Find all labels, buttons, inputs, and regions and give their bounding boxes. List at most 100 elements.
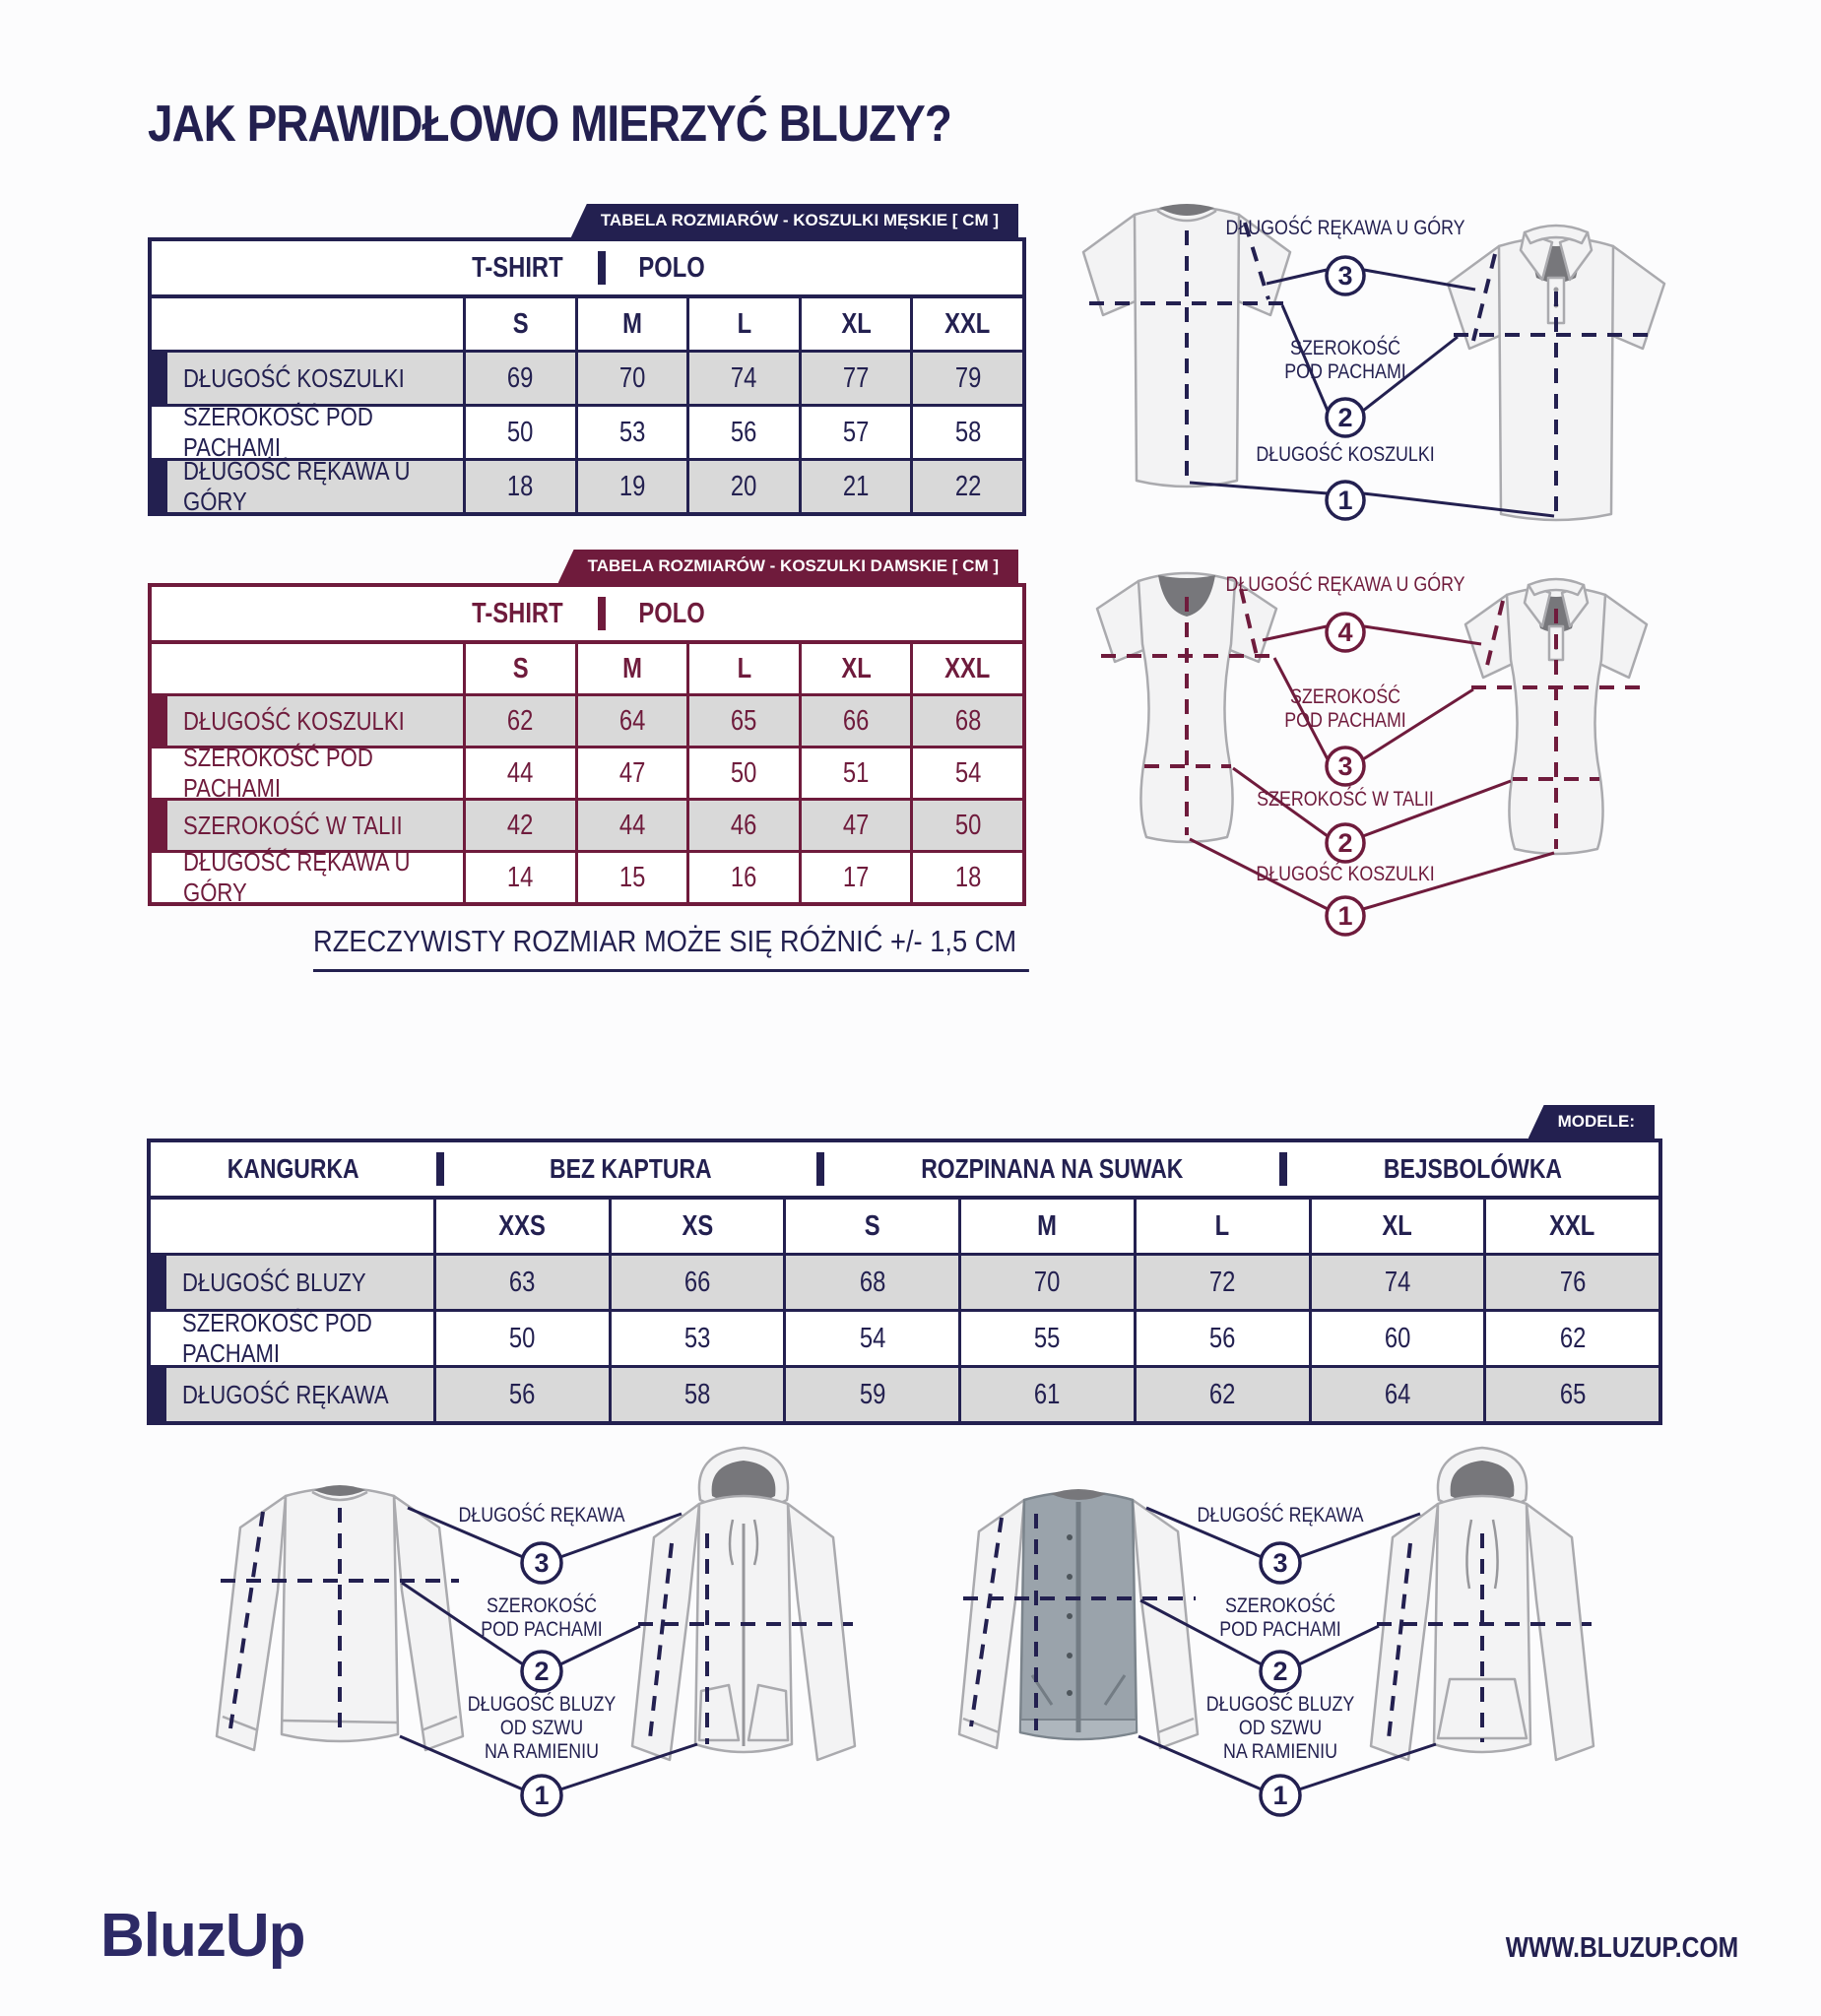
table-cell: 50 (466, 407, 575, 458)
size-header: XL (801, 644, 911, 693)
table-cell: 64 (1311, 1368, 1484, 1421)
model-divider (816, 1152, 824, 1186)
row-label: SZEROKOŚĆ POD PACHAMI (151, 1308, 433, 1368)
table-cell: 68 (913, 696, 1022, 746)
callout-sleeve-length: DŁUGOŚĆ RĘKAWA U GÓRY 3 (1225, 215, 1476, 296)
callout-circle (520, 1650, 563, 1693)
svg-text:DŁUGOŚĆ RĘKAWA: DŁUGOŚĆ RĘKAWA (458, 1502, 624, 1528)
svg-text:DŁUGOŚĆ KOSZULKI: DŁUGOŚĆ KOSZULKI (1256, 861, 1434, 886)
model-name: KANGURKA (228, 1153, 359, 1184)
row-label: SZEROKOŚĆ W TALII (152, 801, 463, 850)
callout-circle (1259, 1650, 1302, 1693)
size-header: S (466, 644, 575, 693)
callout-circle (1325, 746, 1366, 787)
svg-text:1: 1 (534, 1781, 549, 1810)
size-header: XS (611, 1200, 784, 1253)
women-table-grid: S M L XL XXL DŁUGOŚĆ KOSZULKI 62 64 65 6… (152, 644, 1022, 907)
size-header: L (689, 644, 799, 693)
table-cell: 62 (466, 696, 575, 746)
women-table-tag: TABELA ROZMIARÓW - KOSZULKI DAMSKIE [ CM… (557, 550, 1018, 583)
svg-text:2: 2 (1272, 1657, 1287, 1686)
men-shirts-diagram: DŁUGOŚĆ RĘKAWA U GÓRY 3 SZEROKOŚĆ POD PA… (1044, 187, 1792, 532)
row-label: DŁUGOŚĆ RĘKAWA (151, 1368, 433, 1421)
page-title: JAK PRAWIDŁOWO MIERZYĆ BLUZY? (148, 96, 952, 153)
size-header: L (689, 298, 799, 350)
size-header: L (1136, 1200, 1309, 1253)
women-type-left: T-SHIRT (471, 597, 563, 629)
table-cell: 46 (689, 801, 799, 850)
callout-circle (1325, 480, 1366, 521)
table-cell: 62 (1136, 1368, 1309, 1421)
svg-text:2: 2 (1337, 828, 1352, 858)
row-label: DŁUGOŚĆ KOSZULKI (152, 353, 463, 404)
callout-circle (1325, 822, 1366, 864)
model-name: BEZ KAPTURA (549, 1153, 712, 1184)
table-cell: 60 (1311, 1312, 1484, 1365)
table-cell: 50 (436, 1312, 609, 1365)
callout-circle (1325, 397, 1366, 438)
row-label: DŁUGOŚĆ RĘKAWA U GÓRY (152, 847, 463, 907)
womens-polo-illustration (1463, 577, 1649, 856)
callout-circle (1259, 1541, 1302, 1585)
crewneck-sweatshirt-illustration (215, 1485, 465, 1752)
svg-text:POD PACHAMI: POD PACHAMI (1284, 709, 1406, 733)
size-header: S (466, 298, 575, 350)
svg-text:POD PACHAMI: POD PACHAMI (1219, 1618, 1341, 1642)
men-table-grid: S M L XL XXL DŁUGOŚĆ KOSZULKI 69 70 74 7… (152, 298, 1022, 516)
table-cell: 15 (577, 853, 687, 902)
table-cell: 59 (786, 1368, 959, 1421)
table-cell: 65 (1486, 1368, 1658, 1421)
sweatshirt-hoodie-diagram: DŁUGOŚĆ RĘKAWA 3 SZEROKOŚĆ POD PACHAMI 2… (167, 1443, 936, 1871)
svg-text:1: 1 (1337, 901, 1352, 931)
models-header: KANGURKA BEZ KAPTURA ROZPINANA NA SUWAK … (151, 1142, 1658, 1200)
svg-text:SZEROKOŚĆ W TALII: SZEROKOŚĆ W TALII (1257, 786, 1434, 812)
model-name: BEJSBOLÓWKA (1383, 1153, 1563, 1184)
varsity-kangaroo-diagram: DŁUGOŚĆ RĘKAWA 3 SZEROKOŚĆ POD PACHAMI 2… (906, 1443, 1674, 1871)
svg-text:NA RAMIENIU: NA RAMIENIU (1223, 1740, 1337, 1764)
svg-text:DŁUGOŚĆ RĘKAWA: DŁUGOŚĆ RĘKAWA (1197, 1502, 1363, 1528)
women-table-tag-label: TABELA ROZMIARÓW - KOSZULKI DAMSKIE [ CM… (587, 556, 999, 575)
svg-text:NA RAMIENIU: NA RAMIENIU (485, 1740, 599, 1764)
men-type-right: POLO (638, 251, 706, 284)
table-cell: 55 (961, 1312, 1134, 1365)
model-name: ROZPINANA NA SUWAK (920, 1153, 1184, 1184)
table-cell: 20 (689, 461, 799, 512)
table-cell: 64 (577, 696, 687, 746)
svg-text:DŁUGOŚĆ KOSZULKI: DŁUGOŚĆ KOSZULKI (1256, 441, 1434, 467)
callout-circle (1325, 255, 1366, 296)
svg-text:SZEROKOŚĆ: SZEROKOŚĆ (1290, 335, 1400, 360)
table-cell: 58 (913, 407, 1022, 458)
models-table-tag: MODELE: (1528, 1105, 1655, 1138)
callout-sleeve-length: DŁUGOŚĆ RĘKAWA 3 (1145, 1502, 1421, 1585)
row-label: DŁUGOŚĆ RĘKAWA U GÓRY (152, 456, 463, 516)
table-cell: 44 (577, 801, 687, 850)
table-cell: 74 (689, 353, 799, 404)
table-cell: 56 (436, 1368, 609, 1421)
size-header: XXL (913, 644, 1022, 693)
callout-chest-width: SZEROKOŚĆ POD PACHAMI 2 (401, 1581, 641, 1693)
table-cell: 66 (611, 1256, 784, 1309)
callout-shirt-length: DŁUGOŚĆ KOSZULKI 1 (1189, 837, 1555, 937)
women-size-table: T-SHIRT POLO S M L XL XXL DŁUGOŚĆ KOSZUL… (148, 583, 1026, 907)
table-cell: 18 (913, 853, 1022, 902)
svg-text:3: 3 (1272, 1548, 1287, 1578)
brand-logo: BluzUp (100, 1902, 306, 1970)
table-cell: 65 (689, 696, 799, 746)
callout-waist-width: SZEROKOŚĆ W TALII 2 (1232, 766, 1512, 864)
table-cell: 66 (801, 696, 911, 746)
table-cell: 50 (913, 801, 1022, 850)
svg-text:DŁUGOŚĆ BLUZY: DŁUGOŚĆ BLUZY (468, 1691, 617, 1717)
table-cell: 53 (577, 407, 687, 458)
table-cell: 14 (466, 853, 575, 902)
callout-chest-width: SZEROKOŚĆ POD PACHAMI 2 (1139, 1593, 1380, 1693)
women-type-header: T-SHIRT POLO (152, 587, 1022, 644)
varsity-jacket-illustration (957, 1489, 1200, 1750)
callout-circle (1259, 1774, 1302, 1817)
table-cell: 18 (466, 461, 575, 512)
callout-circle (1325, 895, 1366, 937)
table-cell: 70 (961, 1256, 1134, 1309)
type-divider (598, 251, 607, 285)
svg-text:SZEROKOŚĆ: SZEROKOŚĆ (1290, 683, 1400, 709)
models-size-table: KANGURKA BEZ KAPTURA ROZPINANA NA SUWAK … (147, 1138, 1662, 1425)
